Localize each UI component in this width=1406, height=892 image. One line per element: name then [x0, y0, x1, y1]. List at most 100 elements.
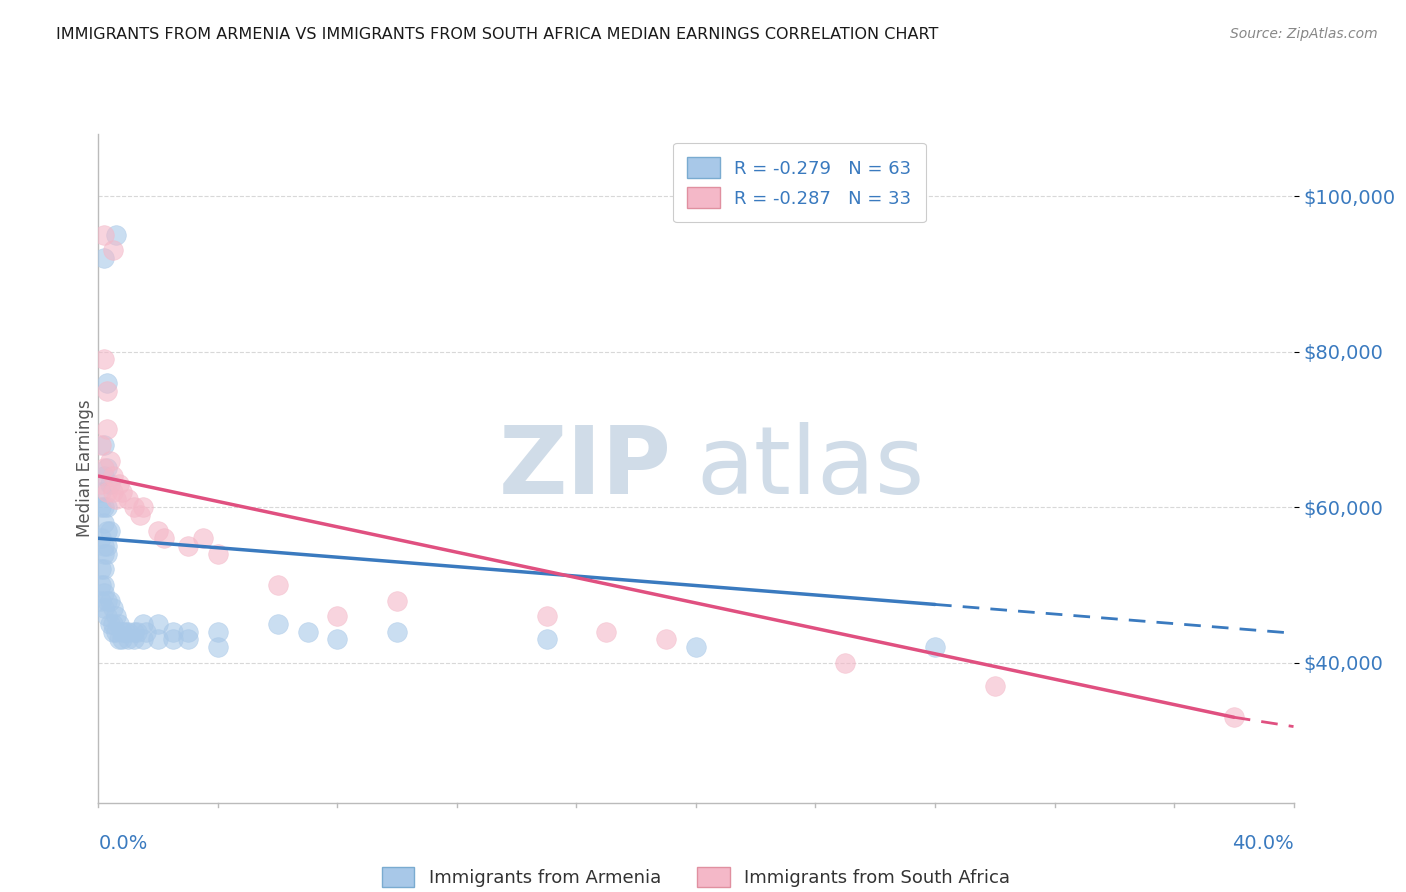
Point	[103, 601, 125, 615]
Point	[90, 593, 112, 607]
Point	[207, 547, 229, 561]
Text: IMMIGRANTS FROM ARMENIA VS IMMIGRANTS FROM SOUTH AFRICA MEDIAN EARNINGS CORRELAT: IMMIGRANTS FROM ARMENIA VS IMMIGRANTS FR…	[56, 27, 939, 42]
Point	[135, 624, 157, 639]
Point	[385, 593, 409, 607]
Point	[326, 609, 349, 624]
Point	[111, 632, 134, 647]
Point	[655, 632, 678, 647]
Point	[177, 624, 200, 639]
Point	[105, 227, 128, 242]
Point	[103, 469, 125, 483]
Point	[96, 539, 118, 553]
Point	[96, 461, 118, 475]
Point	[983, 679, 1005, 693]
Y-axis label: Median Earnings: Median Earnings	[76, 400, 94, 537]
Point	[148, 632, 170, 647]
Point	[207, 624, 229, 639]
Point	[148, 616, 170, 631]
Point	[96, 384, 118, 398]
Point	[595, 624, 617, 639]
Point	[96, 422, 118, 436]
Point	[117, 492, 139, 507]
Text: ZIP: ZIP	[499, 422, 672, 515]
Point	[93, 252, 115, 266]
Point	[117, 624, 139, 639]
Point	[96, 593, 118, 607]
Point	[93, 500, 115, 515]
Point	[124, 500, 146, 515]
Point	[96, 547, 118, 561]
Point	[98, 593, 122, 607]
Point	[93, 578, 115, 592]
Point	[1223, 710, 1246, 724]
Point	[685, 640, 707, 655]
Point	[191, 531, 214, 545]
Point	[207, 640, 229, 655]
Text: Source: ZipAtlas.com: Source: ZipAtlas.com	[1230, 27, 1378, 41]
Point	[108, 632, 131, 647]
Point	[267, 578, 290, 592]
Point	[148, 524, 170, 538]
Point	[90, 578, 112, 592]
Text: 40.0%: 40.0%	[1232, 834, 1294, 853]
Point	[297, 624, 319, 639]
Point	[93, 601, 115, 615]
Point	[326, 632, 349, 647]
Point	[129, 508, 152, 522]
Point	[153, 531, 176, 545]
Point	[108, 476, 131, 491]
Point	[105, 609, 128, 624]
Point	[93, 461, 115, 475]
Point	[111, 624, 134, 639]
Point	[93, 469, 115, 483]
Point	[93, 352, 115, 367]
Point	[96, 609, 118, 624]
Point	[111, 484, 134, 499]
Point	[162, 624, 184, 639]
Legend: Immigrants from Armenia, Immigrants from South Africa: Immigrants from Armenia, Immigrants from…	[382, 867, 1010, 888]
Point	[132, 616, 155, 631]
Point	[98, 453, 122, 467]
Point	[117, 632, 139, 647]
Point	[93, 547, 115, 561]
Point	[96, 500, 118, 515]
Point	[114, 624, 136, 639]
Point	[93, 516, 115, 530]
Point	[98, 524, 122, 538]
Point	[93, 227, 115, 242]
Point	[90, 476, 112, 491]
Point	[124, 632, 146, 647]
Point	[127, 624, 149, 639]
Point	[132, 632, 155, 647]
Point	[177, 539, 200, 553]
Point	[93, 562, 115, 576]
Point	[385, 624, 409, 639]
Point	[924, 640, 946, 655]
Point	[536, 632, 558, 647]
Point	[103, 484, 125, 499]
Point	[103, 616, 125, 631]
Text: atlas: atlas	[696, 422, 924, 515]
Point	[105, 624, 128, 639]
Point	[90, 562, 112, 576]
Point	[834, 656, 856, 670]
Point	[105, 492, 128, 507]
Point	[267, 616, 290, 631]
Point	[93, 539, 115, 553]
Point	[98, 616, 122, 631]
Point	[90, 484, 112, 499]
Point	[96, 484, 118, 499]
Point	[90, 500, 112, 515]
Point	[124, 624, 146, 639]
Point	[96, 524, 118, 538]
Point	[93, 438, 115, 452]
Point	[108, 616, 131, 631]
Point	[177, 632, 200, 647]
Point	[98, 476, 122, 491]
Point	[162, 632, 184, 647]
Point	[132, 500, 155, 515]
Text: 0.0%: 0.0%	[98, 834, 148, 853]
Point	[90, 531, 112, 545]
Point	[96, 376, 118, 390]
Point	[93, 586, 115, 600]
